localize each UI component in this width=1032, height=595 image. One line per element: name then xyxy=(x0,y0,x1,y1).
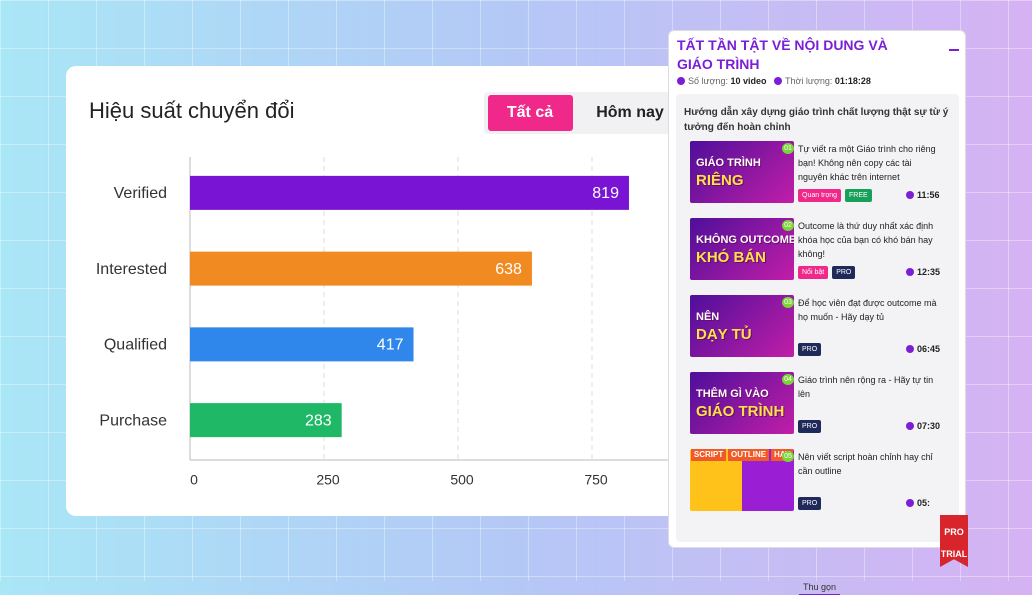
section: Hướng dẫn xây dựng giáo trình chất lượng… xyxy=(676,94,968,595)
data-label: 638 xyxy=(495,261,522,278)
thumbnail: GIÁO TRÌNH RIÊNG xyxy=(690,141,794,203)
duration-text: 07:30 xyxy=(917,421,941,431)
lesson-item[interactable]: THÊM GÌ VÀO GIÁO TRÌNH 04 Giáo trình nên rộ… xyxy=(690,372,952,436)
data-label: 283 xyxy=(305,412,332,429)
clock-icon xyxy=(906,499,914,507)
x-tick-label: 750 xyxy=(584,472,608,488)
duration-text: 05: xyxy=(917,498,931,508)
y-tick-label: Interested xyxy=(96,261,167,278)
bar xyxy=(190,251,532,286)
lesson-item[interactable]: SCRIPTOUTLINEHAY05 Nên viết script hoàn c… xyxy=(690,449,952,513)
chart: Hiệu suất chuyển đổi Tất cả Hôm nay 0 250… xyxy=(89,92,726,488)
pro-trial-badge: PRO TRIAL xyxy=(940,515,968,567)
value: 10 video xyxy=(730,76,767,86)
clock-icon xyxy=(906,191,914,199)
thumbnail-text: GIÁO TRÌNH xyxy=(696,157,761,169)
lesson-item[interactable]: NÊN DẠY TỦ 03 Để học viên đạt được outcome … xyxy=(690,295,952,359)
bar xyxy=(190,403,342,438)
lesson-duration: 12:35 xyxy=(906,267,940,277)
duration-text: 11:56 xyxy=(917,190,940,200)
thumbnail: KHÔNG OUTCOME KHÓ BÁN xyxy=(690,218,794,280)
thumbnail: NÊN DẠY TỦ xyxy=(690,295,794,357)
tag: Quan trọng xyxy=(798,189,842,202)
lesson-title: Giáo trình nên rộng ra - Hãy tự tin lên xyxy=(798,375,934,399)
tab[interactable]: Tất cả xyxy=(507,104,553,121)
badge-text: TRIAL xyxy=(940,549,968,559)
lesson-duration: 06:45 xyxy=(906,344,940,354)
label: Số lượng: xyxy=(688,76,728,86)
section-title: Hướng dẫn xây dựng giáo trình chất lượng… xyxy=(684,107,949,133)
collapse-icon[interactable] xyxy=(949,49,959,51)
thumbnail-text: NÊN xyxy=(696,311,720,323)
lesson-number: 03 xyxy=(782,297,794,308)
lesson-number: 02 xyxy=(782,220,794,231)
clock-icon xyxy=(906,268,914,276)
label: Thời lượng: xyxy=(785,76,833,86)
data-label: 417 xyxy=(377,337,404,354)
lesson-duration: 05: xyxy=(906,498,930,508)
lesson-number: 01 xyxy=(782,143,794,154)
bar xyxy=(190,175,629,210)
lesson-number: 04 xyxy=(782,374,794,385)
thumbnail-text: SCRIPT xyxy=(690,449,727,461)
panel-meta: Số lượng: 10 video Thời lượng: 01:18:28 xyxy=(677,76,871,86)
clock-icon xyxy=(906,345,914,353)
lesson-duration: 11:56 xyxy=(906,190,940,200)
badge-text: PRO xyxy=(944,527,964,537)
thumbnail-text: KHÔNG OUTCOME xyxy=(696,234,794,246)
bar xyxy=(190,327,414,362)
tags: PRO xyxy=(798,343,822,356)
duration-text: 12:35 xyxy=(917,267,941,277)
lesson-item[interactable]: GIÁO TRÌNH RIÊNG 01 Tự viết ra một Giáo trì… xyxy=(690,141,952,205)
tag: Nổi bật xyxy=(798,266,829,279)
tag: PRO xyxy=(798,497,822,510)
tab-active[interactable] xyxy=(488,95,573,131)
thumbnail-text: THÊM GÌ VÀO xyxy=(696,388,769,400)
collapse-button[interactable]: Thu gọn xyxy=(799,582,841,595)
thumbnail-text: DẠY TỦ xyxy=(696,326,752,343)
thumbnail: THÊM GÌ VÀO GIÁO TRÌNH xyxy=(690,372,794,434)
y-tick-label: Purchase xyxy=(99,412,167,429)
value: 01:18:28 xyxy=(834,76,871,86)
tags: PRO xyxy=(798,420,822,433)
lesson-item[interactable]: KHÔNG OUTCOME KHÓ BÁN 02 Outcome là thứ duy… xyxy=(690,218,952,282)
tags: Quan trọng FREE xyxy=(798,189,872,202)
course-panel: TẤT TẦN TẬT VỀ NỘI DUNG VÀ GIÁO TRÌNH Số… xyxy=(668,30,968,595)
tag: PRO xyxy=(798,420,822,433)
thumbnail-text: RIÊNG xyxy=(696,172,744,189)
tab[interactable]: Hôm nay xyxy=(596,104,664,121)
lesson-title: Tự viết ra một Giáo trình cho riêng bạn!… xyxy=(798,144,936,182)
y-tick-label: Qualified xyxy=(104,337,167,354)
lesson-number: 05 xyxy=(782,451,794,462)
thumbnail-text: GIÁO TRÌNH xyxy=(696,403,785,420)
thumbnail-text: OUTLINE xyxy=(728,449,770,461)
data-label: 819 xyxy=(592,185,619,202)
tags: PRO xyxy=(798,497,822,510)
tag: PRO xyxy=(832,266,856,279)
lesson-title: Outcome là thứ duy nhất xác định khóa họ… xyxy=(798,221,934,259)
tag: FREE xyxy=(845,189,872,202)
clock-icon xyxy=(906,422,914,430)
tag: PRO xyxy=(798,343,822,356)
thumbnail-text: KHÓ BÁN xyxy=(696,249,766,266)
panel-title: TẤT TẦN TẬT VỀ NỘI DUNG VÀ GIÁO TRÌNH xyxy=(677,37,888,72)
lesson-duration: 07:30 xyxy=(906,421,940,431)
lesson-title: Để học viên đạt được outcome mà họ muốn … xyxy=(798,298,937,322)
x-tick-label: 0 xyxy=(190,472,198,488)
thumbnail: SCRIPTOUTLINEHAY xyxy=(690,449,794,511)
duration-text: 06:45 xyxy=(917,344,941,354)
x-tick-label: 500 xyxy=(450,472,474,488)
lesson-title: Nên viết script hoàn chỉnh hay chỉ cần o… xyxy=(798,452,933,476)
tags: Nổi bật PRO xyxy=(798,266,856,279)
y-tick-label: Verified xyxy=(114,185,167,202)
chart-title: Hiệu suất chuyển đổi xyxy=(89,98,294,123)
x-tick-label: 250 xyxy=(316,472,340,488)
